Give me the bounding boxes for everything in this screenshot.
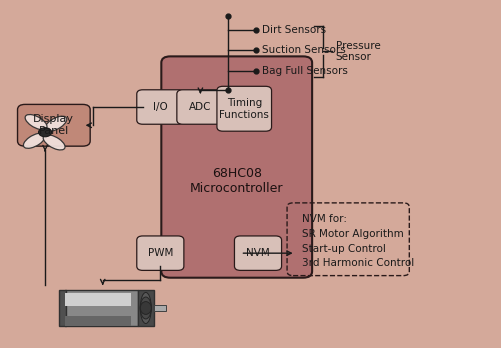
Text: Display
Panel: Display Panel (34, 114, 74, 136)
Text: ADC: ADC (189, 102, 211, 112)
Ellipse shape (45, 116, 67, 131)
Bar (154, 305, 166, 311)
Text: PWM: PWM (148, 248, 173, 258)
Bar (138, 290, 154, 326)
Ellipse shape (43, 135, 65, 150)
Text: I/O: I/O (153, 102, 168, 112)
Text: NVM for:
SR Motor Algorithm
Start-up Control
3rd Harmonic Control: NVM for: SR Motor Algorithm Start-up Con… (302, 214, 414, 268)
FancyBboxPatch shape (177, 90, 224, 124)
Bar (59, 290, 66, 326)
Ellipse shape (140, 302, 151, 314)
FancyBboxPatch shape (18, 104, 90, 146)
Text: Timing
Functions: Timing Functions (219, 98, 269, 120)
Text: Suction Sensors: Suction Sensors (262, 46, 345, 55)
FancyBboxPatch shape (234, 236, 282, 270)
Ellipse shape (25, 114, 47, 130)
Bar (65, 290, 138, 326)
Text: Dirt Sensors: Dirt Sensors (262, 25, 326, 34)
Text: 68HC08
Microcontroller: 68HC08 Microcontroller (190, 167, 284, 195)
FancyBboxPatch shape (161, 56, 312, 278)
Ellipse shape (140, 297, 151, 319)
FancyBboxPatch shape (137, 90, 184, 124)
Bar (65, 293, 130, 306)
Ellipse shape (24, 133, 45, 148)
FancyBboxPatch shape (137, 236, 184, 270)
Circle shape (39, 128, 52, 137)
FancyBboxPatch shape (217, 86, 272, 131)
Text: Pressure
Sensor: Pressure Sensor (336, 40, 380, 62)
Ellipse shape (140, 292, 151, 324)
Text: Bag Full Sensors: Bag Full Sensors (262, 66, 347, 76)
Bar (65, 316, 130, 326)
Text: NVM: NVM (246, 248, 270, 258)
